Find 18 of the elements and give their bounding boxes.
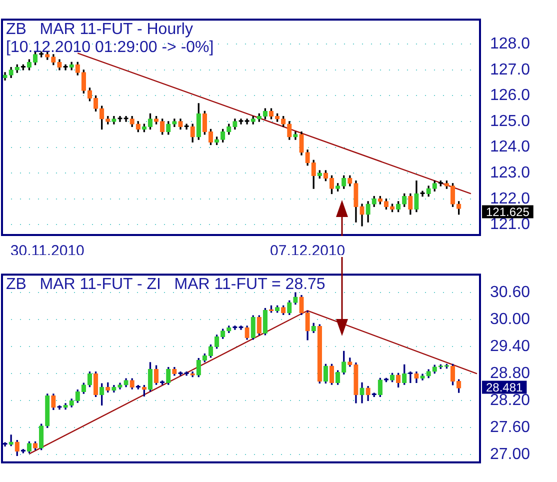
- y-tick-label: 122.0: [490, 190, 530, 208]
- text: [10.12.2010 01:29:00 -> -0%]: [6, 39, 214, 56]
- chart-title: ZB MAR 11-FUT - ZI MAR 11-FUT = 28.75: [6, 276, 326, 294]
- y-tick-label: 27.00: [490, 446, 530, 464]
- chart-title: ZB MAR 11-FUT - Hourly: [6, 21, 193, 38]
- y-tick-label: 29.40: [490, 338, 530, 356]
- y-tick-label: 30.60: [490, 284, 530, 302]
- text: 28.481: [486, 380, 524, 394]
- y-tick-label: 125.0: [490, 112, 530, 130]
- y-tick-label: 124.0: [490, 138, 530, 156]
- y-tick-label: 123.0: [490, 164, 530, 182]
- y-tick-label: 30.00: [490, 311, 530, 328]
- y-tick-label: 128.0: [490, 36, 530, 53]
- y-tick-label: 27.60: [490, 419, 530, 436]
- y-tick-label: 126.0: [490, 87, 530, 104]
- y-tick-label: 28.80: [490, 365, 530, 382]
- y-tick-label: 28.20: [490, 392, 530, 410]
- y-tick-label: 127.0: [490, 61, 530, 78]
